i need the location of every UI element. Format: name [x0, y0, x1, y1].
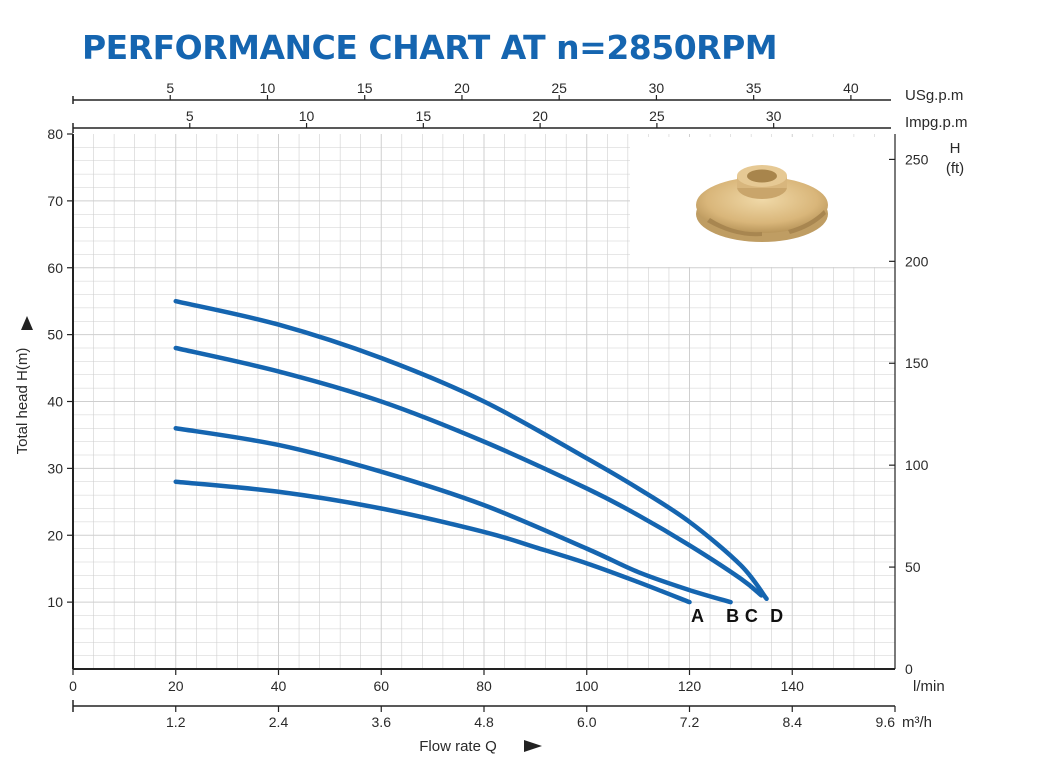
impgpm-tick-label: 25 — [649, 108, 665, 124]
x-axis-arrow-icon — [524, 740, 542, 752]
y-tick-label: 10 — [47, 594, 63, 610]
x-tick-label: 100 — [575, 678, 599, 694]
impgpm-tick-label: 30 — [766, 108, 782, 124]
x-tick-label: 60 — [373, 678, 389, 694]
chart-title: PERFORMANCE CHART AT n=2850RPM — [82, 28, 778, 67]
m3h-tick-label: 8.4 — [783, 714, 803, 730]
x-tick-label: 80 — [476, 678, 492, 694]
ft-axis-unit: (ft) — [946, 160, 964, 177]
m3h-tick-label: 1.2 — [166, 714, 186, 730]
curve-label-b: B — [726, 606, 739, 626]
curve-label-d: D — [770, 606, 783, 626]
m3h-tick-label: 6.0 — [577, 714, 597, 730]
ft-tick-label: 150 — [905, 355, 929, 371]
usgpm-tick-label: 15 — [357, 80, 373, 96]
curve-a — [173, 479, 692, 605]
usgpm-tick-label: 40 — [843, 80, 859, 96]
y-axis-arrow-icon — [21, 316, 33, 330]
x-axis-label: Flow rate Q — [419, 738, 497, 755]
m3h-tick-label: 2.4 — [269, 714, 289, 730]
x-tick-label: 0 — [69, 678, 77, 694]
x-tick-label: 140 — [781, 678, 805, 694]
m3h-tick-label: 3.6 — [372, 714, 392, 730]
x-tick-label: 120 — [678, 678, 702, 694]
ft-tick-label: 0 — [905, 661, 913, 677]
y-tick-label: 40 — [47, 394, 63, 410]
impgpm-tick-label: 15 — [416, 108, 432, 124]
impgpm-tick-label: 10 — [299, 108, 315, 124]
impgpm-unit-label: Impg.p.m — [905, 114, 968, 131]
curve-label-c: C — [745, 606, 758, 626]
ft-tick-label: 250 — [905, 151, 929, 167]
ft-tick-label: 50 — [905, 559, 921, 575]
ft-tick-label: 100 — [905, 457, 929, 473]
m3h-tick-label: 7.2 — [680, 714, 700, 730]
x-tick-label: 40 — [271, 678, 287, 694]
usgpm-tick-label: 5 — [166, 80, 174, 96]
curve-c — [173, 345, 764, 598]
y-tick-label: 60 — [47, 260, 63, 276]
curve-b — [173, 426, 733, 605]
y-tick-label: 80 — [47, 126, 63, 142]
y-axis-label: Total head H(m) — [14, 348, 31, 455]
usgpm-tick-label: 30 — [649, 80, 665, 96]
impgpm-tick-label: 20 — [532, 108, 548, 124]
y-tick-label: 70 — [47, 193, 63, 209]
impgpm-tick-label: 5 — [186, 108, 194, 124]
impeller-photo — [630, 137, 895, 267]
curve-d — [173, 298, 769, 602]
ft-axis-label: H — [950, 140, 961, 157]
usgpm-tick-label: 25 — [551, 80, 567, 96]
curve-label-a: A — [691, 606, 704, 626]
m3h-unit-label: m³/h — [902, 714, 932, 731]
x-unit-label: l/min — [913, 678, 945, 695]
m3h-tick-label: 4.8 — [474, 714, 494, 730]
y-tick-label: 20 — [47, 527, 63, 543]
usgpm-tick-label: 10 — [260, 80, 276, 96]
m3h-tick-label: 9.6 — [876, 714, 896, 730]
usgpm-tick-label: 35 — [746, 80, 762, 96]
x-tick-label: 20 — [168, 678, 184, 694]
y-tick-label: 30 — [47, 460, 63, 476]
ft-tick-label: 200 — [905, 253, 929, 269]
usgpm-tick-label: 20 — [454, 80, 470, 96]
y-tick-label: 50 — [47, 327, 63, 343]
usgpm-unit-label: USg.p.m — [905, 87, 963, 104]
